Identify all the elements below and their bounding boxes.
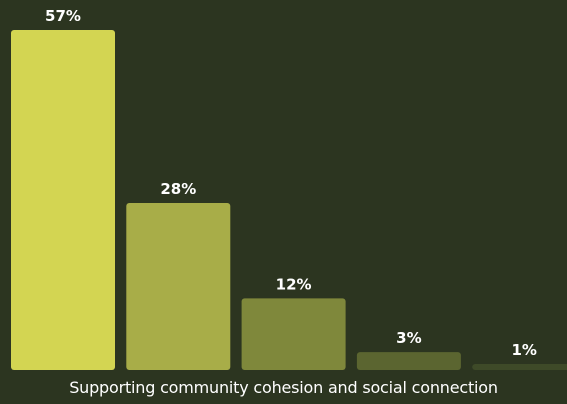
bar-3 [241,298,346,370]
chart-caption: Supporting community cohesion and social… [69,378,498,397]
bar-value-label-3: 12% [276,275,312,293]
bar-value-label-5: 1% [511,341,536,359]
bar-value-label-2: 28% [160,180,196,198]
bar-value-label-1: 57% [45,7,81,25]
bar-5 [472,364,567,370]
bar-2 [126,202,231,370]
bar-value-label-4: 3% [396,329,421,347]
bar-1 [11,30,115,370]
bar-4 [356,352,461,370]
